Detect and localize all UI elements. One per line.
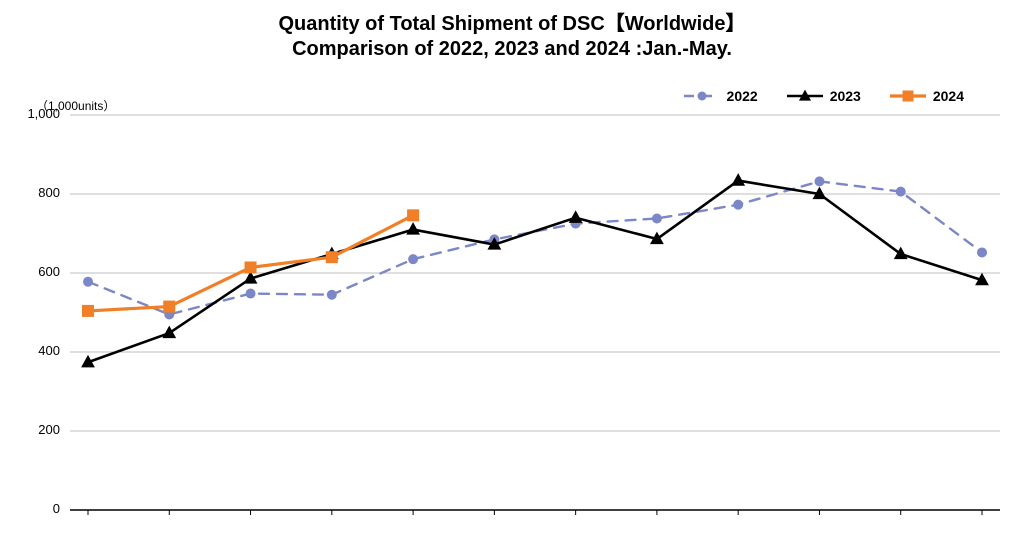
y-tick-label: 800	[0, 185, 60, 200]
y-tick-label: 0	[0, 501, 60, 516]
chart-plot-svg	[0, 0, 1024, 545]
y-tick-label: 1,000	[0, 106, 60, 121]
y-tick-label: 600	[0, 264, 60, 279]
y-tick-label: 200	[0, 422, 60, 437]
y-tick-label: 400	[0, 343, 60, 358]
chart-container: Quantity of Total Shipment of DSC【Worldw…	[0, 0, 1024, 545]
